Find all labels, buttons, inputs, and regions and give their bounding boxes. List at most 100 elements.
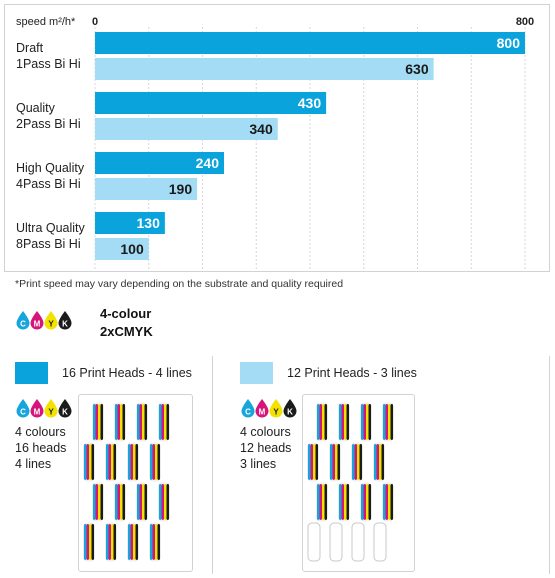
axis-title: speed m²/h*	[16, 16, 76, 28]
ink-channel	[390, 404, 393, 440]
ink-channel	[98, 484, 101, 520]
data-label: 190	[169, 181, 193, 197]
ink-drop-shape	[283, 399, 297, 418]
ink-letter: M	[34, 408, 41, 417]
ink-channel	[161, 484, 164, 520]
ink-letter: Y	[48, 320, 54, 329]
legend-swatch-12-heads	[240, 362, 273, 384]
ink-channel	[390, 484, 393, 520]
category-sublabel: 8Pass Bi Hi	[16, 237, 81, 251]
head-layout-16-heads	[78, 394, 193, 572]
ink-drop-shape	[241, 399, 255, 418]
column-divider	[212, 356, 213, 574]
ink-channel	[368, 484, 371, 520]
ink-channel	[130, 444, 133, 480]
ink-channel	[346, 484, 349, 520]
ink-channel	[363, 484, 366, 520]
bar	[95, 92, 327, 114]
ink-drop-icon: K	[283, 399, 297, 418]
empty-head-slot	[373, 522, 387, 562]
data-label: 340	[249, 121, 273, 137]
ink-channel	[130, 524, 133, 560]
print-head	[316, 402, 328, 442]
ink-letter: C	[20, 408, 26, 417]
ink-channel	[388, 484, 391, 520]
ink-channel	[106, 444, 109, 480]
ink-channel	[139, 484, 142, 520]
empty-head-slot	[307, 522, 321, 562]
bar	[95, 118, 278, 140]
ink-channel	[100, 484, 103, 520]
ink-channel	[137, 484, 140, 520]
ink-letter: K	[287, 408, 293, 417]
print-head	[382, 402, 394, 442]
ink-channel	[164, 404, 167, 440]
empty-head-slot	[329, 522, 343, 562]
data-label: 630	[405, 61, 429, 77]
ink-channel	[86, 524, 89, 560]
ink-channel	[319, 404, 322, 440]
ink-channel	[359, 444, 362, 480]
category-label: Quality	[16, 101, 56, 115]
ink-channel	[128, 524, 131, 560]
ink-channel	[122, 404, 125, 440]
print-head	[329, 522, 343, 562]
cmyk-title: 4-colour 2xCMYK	[100, 305, 153, 341]
ink-channel	[366, 484, 369, 520]
ink-channel	[324, 484, 327, 520]
ink-letter: C	[245, 408, 251, 417]
bar-group: Draft 1Pass Bi Hi 800 630	[16, 32, 525, 80]
ink-channel	[346, 404, 349, 440]
ink-channel	[159, 484, 162, 520]
ink-channel	[374, 444, 377, 480]
ink-channel	[98, 404, 101, 440]
ink-channel	[383, 484, 386, 520]
ink-letter: M	[259, 408, 266, 417]
ink-channel	[84, 524, 87, 560]
ink-drop-icon: C	[16, 311, 30, 330]
ink-drop-shape	[44, 311, 58, 330]
ink-channel	[152, 444, 155, 480]
ink-channel	[150, 444, 153, 480]
ink-drop-shape	[269, 399, 283, 418]
ink-channel	[361, 404, 364, 440]
ink-drop-shape	[58, 311, 72, 330]
ink-drop-shape	[58, 399, 72, 418]
print-head	[307, 522, 321, 562]
print-head	[316, 482, 328, 522]
ink-channel	[361, 484, 364, 520]
ink-letter: C	[20, 320, 26, 329]
ink-channel	[332, 444, 335, 480]
ink-channel	[111, 444, 114, 480]
ink-channel	[144, 404, 147, 440]
print-head	[307, 442, 319, 482]
data-label: 800	[497, 35, 521, 51]
print-head	[105, 522, 117, 562]
ink-channel	[120, 404, 123, 440]
spec-colours: 4 colours	[240, 425, 291, 439]
ink-channel	[344, 484, 347, 520]
print-head	[373, 522, 387, 562]
axis-tick-label: 800	[516, 16, 534, 28]
ink-channel	[339, 404, 342, 440]
category-label: High Quality	[16, 161, 85, 175]
print-head	[127, 442, 139, 482]
ink-channel	[155, 524, 158, 560]
speed-chart-svg: speed m²/h* 0 800 Draft 1Pass Bi Hi 800 630 Qua…	[16, 16, 534, 269]
bar-group: Quality 2Pass Bi Hi 430 340	[16, 92, 327, 140]
bar	[95, 238, 149, 260]
print-head	[158, 402, 170, 442]
ink-channel	[317, 484, 320, 520]
category-label: Draft	[16, 41, 44, 55]
print-head	[83, 442, 95, 482]
ink-drop-icon: M	[30, 399, 44, 418]
ink-channel	[315, 444, 318, 480]
ink-channel	[379, 444, 382, 480]
ink-drop-icon: K	[58, 399, 72, 418]
ink-channel	[388, 404, 391, 440]
legend-swatch-16-heads	[15, 362, 48, 384]
ink-channel	[157, 444, 160, 480]
ink-channel	[91, 524, 94, 560]
